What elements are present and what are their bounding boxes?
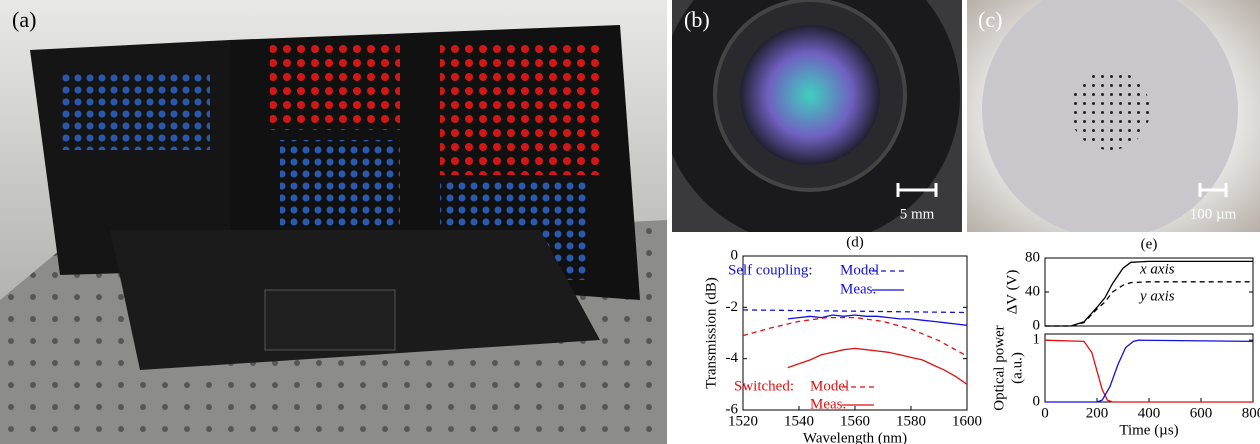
- x-axis-label: Time (µs): [1119, 422, 1178, 438]
- y-axis-label: Optical power: [991, 325, 1007, 410]
- panel-label: (c): [978, 7, 1002, 32]
- legend-label: Meas.: [810, 396, 846, 412]
- x-tick-label: 1580: [896, 413, 926, 429]
- y-tick-label: 0: [731, 247, 739, 263]
- x-tick-label: 1560: [840, 413, 870, 429]
- legend-group: Self coupling:: [728, 262, 813, 278]
- y-tick-label: -2: [726, 299, 739, 315]
- photo-fiber: 100 µm (c): [967, 0, 1260, 238]
- y-tick-label: 1: [1033, 332, 1041, 348]
- plot-frame: [1045, 334, 1253, 402]
- y-tick-label: 40: [1025, 283, 1040, 299]
- y-axis-label: Transmission (dB): [703, 277, 719, 389]
- x-tick-label: 400: [1138, 405, 1161, 421]
- y-axis-label: (a.u.): [1009, 352, 1025, 384]
- x-tick-label: 1520: [728, 413, 758, 429]
- scale-bar-label: 5 mm: [900, 206, 935, 222]
- x-tick-label: 800: [1242, 405, 1260, 421]
- y-tick-label: 80: [1025, 249, 1040, 265]
- x-axis-label: Wavelength (nm): [803, 430, 907, 444]
- x-tick-label: 1540: [784, 413, 814, 429]
- legend-label: Meas.: [840, 281, 876, 297]
- chart-title: (d): [846, 234, 864, 250]
- x-tick-label: 0: [1041, 405, 1049, 421]
- y-tick-label: -4: [726, 350, 739, 366]
- legend-group: Switched:: [734, 378, 794, 394]
- panel-label: (b): [684, 7, 710, 32]
- x-tick-label: 200: [1086, 405, 1109, 421]
- x-tick-label: 1600: [952, 413, 982, 429]
- y-axis-label: ΔV (V): [1004, 270, 1020, 315]
- figure: (a) 5 mm (b) 100 µm (c) 0-2-4-6152015401…: [0, 0, 1260, 444]
- y-tick-label: 0: [1033, 393, 1041, 409]
- annotation: x axis: [1139, 261, 1175, 277]
- scale-bar-label: 100 µm: [1190, 206, 1237, 222]
- panel-label: (a): [12, 7, 36, 32]
- photo-setup: (a): [0, 0, 667, 444]
- photo-mirror: 5 mm (b): [660, 0, 962, 245]
- chart-title: (e): [1141, 236, 1158, 252]
- annotation: y axis: [1138, 288, 1175, 304]
- x-tick-label: 600: [1190, 405, 1213, 421]
